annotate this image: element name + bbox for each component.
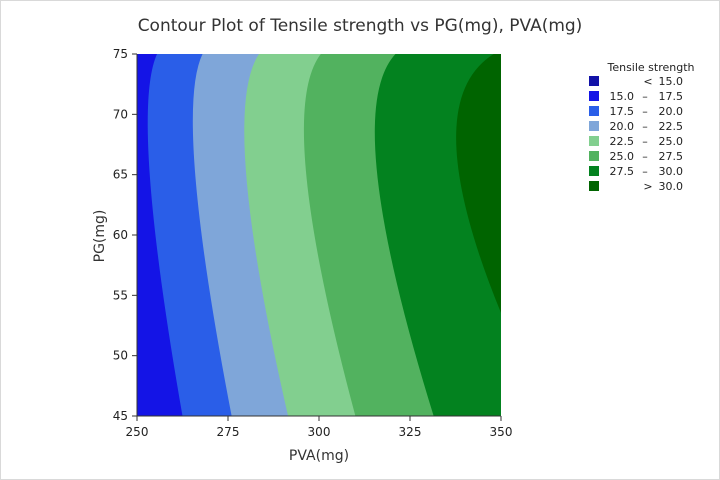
legend-low: 15.0 — [610, 90, 635, 103]
x-tick-label: 275 — [217, 425, 240, 439]
legend-value: 30.0 — [659, 180, 684, 193]
chart-title: Contour Plot of Tensile strength vs PG(m… — [138, 16, 583, 36]
x-tick-label: 325 — [399, 425, 422, 439]
x-axis: 250 275 300 325 350 — [126, 415, 513, 439]
x-tick-label: 300 — [308, 425, 331, 439]
legend-low: 25.0 — [610, 150, 635, 163]
legend-dash: – — [642, 165, 648, 178]
y-tick-label: 75 — [113, 47, 128, 61]
legend-high: 20.0 — [659, 105, 684, 118]
legend-high: 30.0 — [659, 165, 684, 178]
legend-dash: – — [642, 90, 648, 103]
legend-high: 25.0 — [659, 135, 684, 148]
legend-swatch — [589, 76, 599, 86]
legend-dash: – — [642, 150, 648, 163]
legend-swatch — [589, 136, 599, 146]
y-tick-label: 55 — [113, 288, 128, 302]
legend-high: 27.5 — [659, 150, 684, 163]
legend-high: 17.5 — [659, 90, 684, 103]
x-axis-label: PVA(mg) — [289, 448, 349, 464]
legend-swatch — [589, 106, 599, 116]
y-tick-label: 70 — [113, 107, 128, 121]
y-tick-label: 45 — [113, 409, 128, 423]
legend-low: 27.5 — [610, 165, 635, 178]
y-tick-label: 50 — [113, 349, 128, 363]
plot-area — [137, 54, 501, 416]
y-axis-label: PG(mg) — [92, 210, 108, 263]
y-tick-label: 60 — [113, 228, 128, 242]
y-axis: 45 50 55 60 65 70 75 — [113, 47, 138, 423]
legend-swatch — [589, 181, 599, 191]
legend-swatch — [589, 166, 599, 176]
legend-low: 20.0 — [610, 120, 635, 133]
legend-low: 22.5 — [610, 135, 635, 148]
x-tick-label: 250 — [126, 425, 149, 439]
legend-low: 17.5 — [610, 105, 635, 118]
y-tick-label: 65 — [113, 168, 128, 182]
legend-operator: > — [643, 180, 652, 193]
legend-dash: – — [642, 105, 648, 118]
legend-value: 15.0 — [659, 75, 684, 88]
legend-dash: – — [642, 120, 648, 133]
legend-title: Tensile strength — [606, 61, 694, 74]
legend-swatch — [589, 151, 599, 161]
legend: Tensile strength <15.015.0–17.517.5–20.0… — [589, 61, 695, 193]
legend-swatch — [589, 91, 599, 101]
legend-operator: < — [643, 75, 652, 88]
legend-swatch — [589, 121, 599, 131]
contour-band-30 — [456, 54, 501, 313]
legend-dash: – — [642, 135, 648, 148]
x-tick-label: 350 — [490, 425, 513, 439]
legend-high: 22.5 — [659, 120, 684, 133]
